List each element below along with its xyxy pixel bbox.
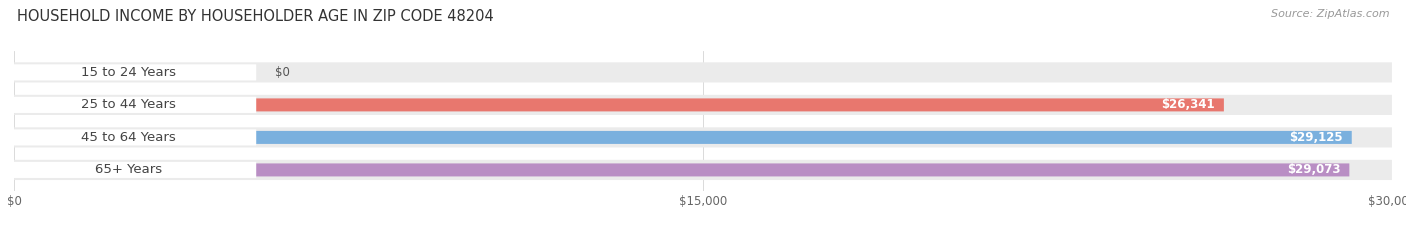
Text: 65+ Years: 65+ Years	[96, 163, 162, 176]
FancyBboxPatch shape	[14, 127, 1392, 147]
Text: Source: ZipAtlas.com: Source: ZipAtlas.com	[1271, 9, 1389, 19]
FancyBboxPatch shape	[1, 162, 256, 178]
FancyBboxPatch shape	[14, 160, 1392, 180]
Text: 15 to 24 Years: 15 to 24 Years	[82, 66, 176, 79]
Text: $29,125: $29,125	[1289, 131, 1343, 144]
FancyBboxPatch shape	[14, 131, 1351, 144]
Text: $26,341: $26,341	[1161, 98, 1215, 111]
FancyBboxPatch shape	[14, 98, 1223, 111]
FancyBboxPatch shape	[14, 62, 1392, 82]
FancyBboxPatch shape	[14, 95, 1392, 115]
Text: $0: $0	[274, 66, 290, 79]
FancyBboxPatch shape	[1, 97, 256, 113]
FancyBboxPatch shape	[1, 129, 256, 145]
Text: 45 to 64 Years: 45 to 64 Years	[82, 131, 176, 144]
Text: $29,073: $29,073	[1286, 163, 1340, 176]
FancyBboxPatch shape	[14, 163, 1350, 176]
Text: HOUSEHOLD INCOME BY HOUSEHOLDER AGE IN ZIP CODE 48204: HOUSEHOLD INCOME BY HOUSEHOLDER AGE IN Z…	[17, 9, 494, 24]
Text: 25 to 44 Years: 25 to 44 Years	[82, 98, 176, 111]
FancyBboxPatch shape	[1, 64, 256, 80]
